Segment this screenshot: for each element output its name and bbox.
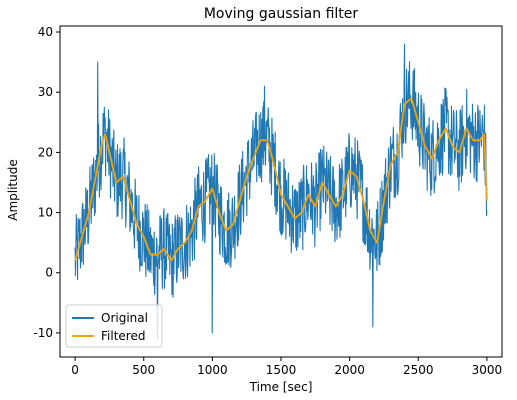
x-tick-label: 2000	[334, 363, 365, 377]
legend-label-filtered: Filtered	[101, 329, 145, 343]
legend-label-original: Original	[101, 311, 148, 325]
plot-area: 0 500 1000 1500 2000 2500 3000 -10 0 10 20 30 40	[33, 25, 503, 377]
x-tick-label: 1000	[197, 363, 228, 377]
y-axis-label: Amplitude	[6, 159, 20, 221]
legend: Original Filtered	[65, 304, 163, 348]
y-tick-label: -10	[33, 326, 53, 340]
x-tick-label: 0	[71, 363, 79, 377]
x-tick-label: 2500	[403, 363, 434, 377]
y-tick-label: 20	[38, 145, 53, 159]
y-tick-label: 40	[38, 25, 53, 39]
x-tick-label: 3000	[472, 363, 503, 377]
y-tick-label: 0	[45, 266, 53, 280]
y-tick-label: 10	[38, 206, 53, 220]
x-axis-label: Time [sec]	[249, 380, 313, 394]
chart-title: Moving gaussian filter	[204, 6, 359, 22]
series-filtered-line	[74, 97, 488, 262]
x-tick-label: 500	[132, 363, 155, 377]
y-tick-label: 30	[38, 85, 53, 99]
x-tick-label: 1500	[266, 363, 297, 377]
